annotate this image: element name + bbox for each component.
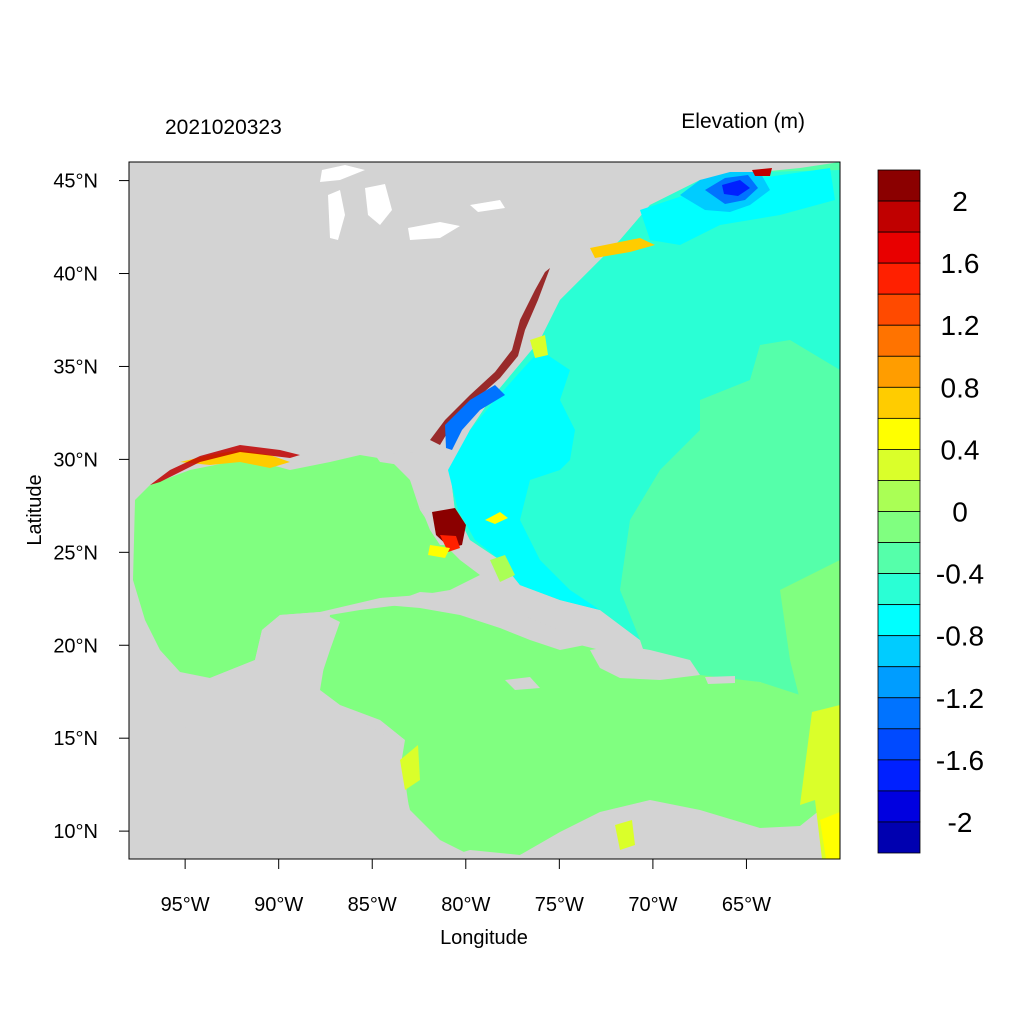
variable-title: Elevation (m) — [681, 110, 805, 133]
y-tick-label: 35°N — [53, 356, 98, 378]
yucatan-peninsula — [210, 612, 340, 700]
great-lakes — [320, 165, 505, 240]
atlantic-shelf-region — [450, 170, 840, 640]
colorbar-swatch — [877, 480, 921, 512]
georgia-bight-blue — [445, 385, 505, 450]
colorbar-swatch — [877, 542, 921, 574]
colorbar-label: 2 — [952, 186, 968, 217]
colorbar-label: 0 — [952, 497, 968, 528]
bahamas-yellow — [485, 512, 508, 524]
map-plot-area — [129, 162, 840, 859]
colorbar-swatch — [877, 324, 921, 357]
new-york-bight-yellow — [590, 238, 655, 258]
y-tick-label: 15°N — [53, 728, 98, 750]
south-america-land — [440, 800, 840, 859]
puerto-rico-island — [705, 676, 735, 684]
gulf-coast-red-dots — [150, 445, 300, 485]
y-tick-label: 20°N — [53, 635, 98, 657]
y-axis-ticks: 45°N 40°N 35°N 30°N 25°N 20°N 15°N 10°N — [53, 171, 129, 843]
gulf-of-mexico — [133, 455, 480, 678]
coastal-cyan-region — [448, 350, 640, 640]
timestamp-title: 2021020323 — [165, 116, 282, 139]
colorbar-label: -2 — [948, 807, 973, 838]
cuba-island — [385, 592, 585, 650]
colorbar-label: -0.4 — [936, 559, 984, 590]
x-tick-label: 85°W — [348, 894, 397, 916]
colorbar-label: 0.4 — [941, 434, 980, 465]
colorbar-swatch — [877, 759, 921, 792]
x-tick-label: 90°W — [254, 894, 303, 916]
colorbar — [877, 169, 921, 854]
colorbar-swatch — [877, 604, 921, 637]
colorbar-label: -0.8 — [936, 621, 984, 652]
colorbar-swatch — [877, 728, 921, 761]
colorbar-swatch — [877, 417, 921, 450]
colorbar-swatch — [877, 355, 921, 388]
colorbar-label: 1.2 — [941, 310, 980, 341]
florida-surge-mid — [440, 535, 460, 552]
central-america-yellow — [400, 745, 420, 790]
colorbar-swatch — [877, 697, 921, 730]
colorbar-swatch — [877, 666, 921, 699]
colorbar-swatch — [877, 511, 921, 543]
colorbar-swatch — [877, 169, 921, 202]
nova-scotia-red — [752, 168, 772, 176]
florida-keys-yellow — [428, 545, 450, 558]
bahamas-bank-light — [490, 555, 515, 582]
central-america-land — [129, 715, 440, 859]
x-axis-ticks: 95°W 90°W 85°W 80°W 75°W 70°W 65°W — [161, 859, 771, 916]
x-tick-label: 70°W — [628, 894, 677, 916]
venezuela-yellow — [615, 820, 635, 850]
caribbean-sea — [320, 600, 830, 855]
x-tick-label: 95°W — [161, 894, 210, 916]
colorbar-swatch — [877, 449, 921, 481]
y-tick-label: 45°N — [53, 171, 98, 193]
east-coast-surge-fringe — [430, 268, 550, 445]
trinidad-bright — [820, 812, 840, 859]
colorbar-swatch — [877, 231, 921, 264]
colorbar-swatch — [877, 573, 921, 606]
y-tick-label: 10°N — [53, 821, 98, 843]
colorbar-label: 1.6 — [941, 248, 980, 279]
y-tick-label: 30°N — [53, 449, 98, 471]
map-frame — [128, 161, 841, 860]
colorbar-swatch — [877, 790, 921, 823]
colorbar-swatch — [877, 821, 921, 854]
y-tick-label: 25°N — [53, 542, 98, 564]
nova-scotia-blue-deep — [722, 180, 750, 196]
colorbar-swatch — [877, 262, 921, 295]
y-tick-label: 40°N — [53, 264, 98, 286]
colorbar-label: 0.8 — [941, 372, 980, 403]
x-tick-label: 80°W — [441, 894, 490, 916]
colorbar-labels: 2 1.6 1.2 0.8 0.4 0 -0.4 -0.8 -1.2 -1.6 -2 — [936, 186, 984, 838]
x-tick-label: 65°W — [722, 894, 771, 916]
x-tick-label: 75°W — [535, 894, 584, 916]
colorbar-swatch — [877, 635, 921, 668]
chesapeake-yellow — [530, 335, 548, 358]
colorbar-swatch — [877, 200, 921, 233]
x-axis-title: Longitude — [440, 927, 528, 949]
colorbar-label: -1.6 — [936, 745, 984, 776]
florida-surge-high — [432, 508, 466, 548]
y-axis-title: Latitude — [24, 474, 46, 545]
colorbar-swatch — [877, 293, 921, 326]
jamaica-island — [505, 677, 540, 690]
colorbar-swatch — [877, 386, 921, 419]
colorbar-label: -1.2 — [936, 683, 984, 714]
hispaniola-island — [590, 645, 700, 680]
